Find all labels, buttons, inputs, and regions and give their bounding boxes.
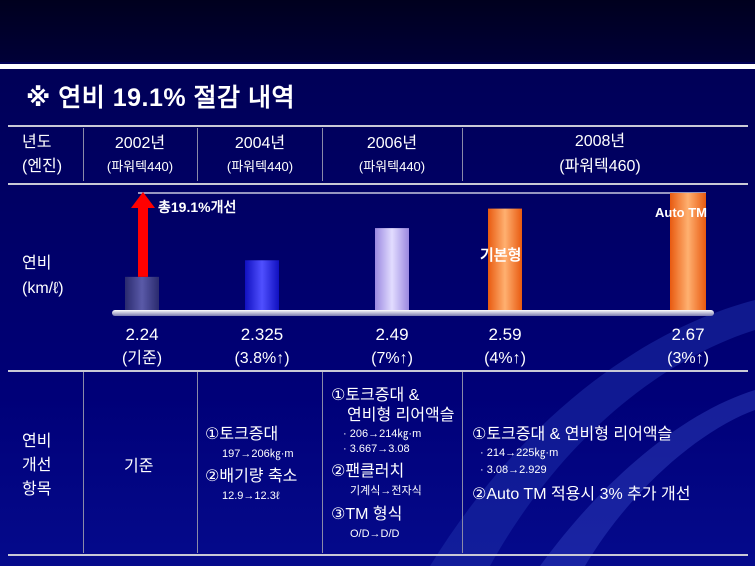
change-label-2: (3.8%↑) <box>234 350 289 367</box>
value-label-1: 2.24 <box>125 325 158 344</box>
col-year-2006: 2006년 <box>366 135 418 152</box>
improve-col2-item2-detail: 12.9→12.3ℓ <box>222 490 280 502</box>
col-divider-2 <box>197 128 198 181</box>
col-divider-3 <box>322 128 323 181</box>
value-label-5: 2.67 <box>671 325 704 344</box>
improve-label-3: 항목 <box>22 481 52 498</box>
year-label: 년도 <box>22 134 52 151</box>
header-top-rule <box>8 125 748 127</box>
col-engine-2008: (파워텍460) <box>559 158 641 175</box>
change-label-1: (기준) <box>122 349 162 367</box>
col-year-2008: 2008년 <box>574 133 626 150</box>
fuel-label: 연비 <box>22 255 52 272</box>
value-label-4: 2.59 <box>488 325 521 344</box>
bar-3 <box>375 228 409 310</box>
page-title: ※ 연비 19.1% 절감 내역 <box>26 84 295 112</box>
improve-col4-item1: ①토크증대 & 연비형 리어액슬 <box>472 426 673 443</box>
improve-col1-text: 기준 <box>124 458 154 475</box>
improve-col3-item3: ③TM 형식 <box>331 506 403 523</box>
col-year-2002: 2002년 <box>114 135 166 152</box>
bar-5 <box>670 193 706 310</box>
col-divider-1 <box>83 128 84 181</box>
title-rule <box>0 64 755 69</box>
improve-col2-item1-detail: 197→206㎏·m <box>222 448 294 460</box>
value-label-2: 2.325 <box>241 325 284 344</box>
improve-col3-item1-detail-a: · 206→214㎏·m <box>343 428 422 440</box>
improve-label-2: 개선 <box>22 457 52 474</box>
change-label-4: (4%↑) <box>484 350 526 367</box>
arrow-shaft <box>138 207 148 277</box>
row-divider-4 <box>462 372 463 553</box>
row-divider-2 <box>197 372 198 553</box>
bar-4 <box>488 208 522 310</box>
arrow-head <box>131 192 155 208</box>
improve-col2-item2: ②배기량 축소 <box>205 468 298 485</box>
col-divider-4 <box>462 128 463 181</box>
col-engine-2002: (파워텍440) <box>106 159 174 174</box>
table-bottom-rule <box>8 554 748 556</box>
row-divider-3 <box>322 372 323 553</box>
chart-bottom-rule <box>8 370 748 372</box>
col-year-2004: 2004년 <box>234 135 286 152</box>
improve-col4-item2: ②Auto TM 적용시 3% 추가 개선 <box>472 486 691 503</box>
total-improvement-arrow <box>131 192 155 277</box>
bar-1 <box>125 276 159 310</box>
col-engine-2006: (파워텍440) <box>358 159 426 174</box>
change-label-5: (3%↑) <box>667 350 709 367</box>
improve-col2-item1: ①토크증대 <box>205 426 279 443</box>
col-engine-2004: (파워텍440) <box>226 159 294 174</box>
row-divider-1 <box>83 372 84 553</box>
value-label-3: 2.49 <box>375 325 408 344</box>
change-label-3: (7%↑) <box>371 350 413 367</box>
improve-col3-item1-a: ①토크증대 & <box>331 387 420 404</box>
engine-label: (엔진) <box>22 158 63 175</box>
improve-col4-item1-detail-b: · 3.08→2.929 <box>480 464 547 476</box>
improve-col3-item2: ②팬클러치 <box>331 463 405 480</box>
improve-col3-item3-detail: O/D→D/D <box>350 528 400 540</box>
total-improvement-label: 총19.1%개선 <box>158 199 236 215</box>
improve-col3-item1-detail-b: · 3.667→3.08 <box>343 443 410 455</box>
improve-col3-item1-b: 연비형 리어액슬 <box>347 407 455 424</box>
fuel-unit: (km/ℓ) <box>22 280 64 297</box>
header-bottom-rule <box>8 183 748 185</box>
basic-label: 기본형 <box>480 247 521 264</box>
auto-tm-label: Auto TM <box>655 205 707 220</box>
bar-2 <box>245 260 279 310</box>
improve-col3-item2-detail: 기계식→전자식 <box>350 485 422 497</box>
chart-baseline <box>112 310 714 316</box>
top-band <box>0 0 755 62</box>
improve-label-1: 연비 <box>22 433 52 450</box>
improve-col4-item1-detail-a: · 214→225㎏·m <box>480 447 559 459</box>
